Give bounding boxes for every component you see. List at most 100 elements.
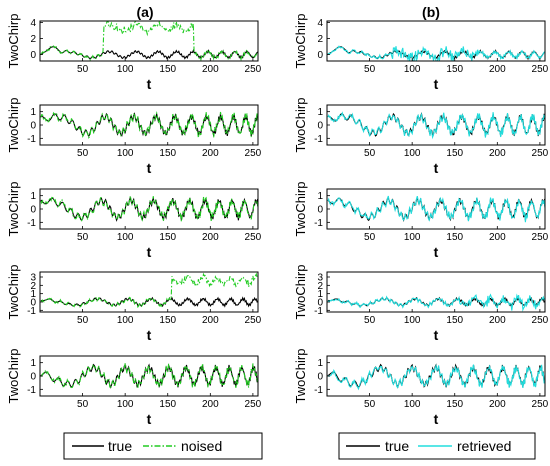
- y-tick-label: 1: [317, 191, 323, 202]
- x-tick-label: 150: [446, 232, 463, 243]
- x-tick-label: 200: [202, 232, 219, 243]
- y-tick-label: 0: [317, 372, 323, 383]
- y-tick-label: -1: [314, 134, 323, 145]
- x-tick-label: 50: [77, 148, 89, 159]
- series-retrieved-line: [327, 293, 545, 312]
- y-tick-label: 0: [317, 121, 323, 132]
- y-tick-label: 1: [317, 358, 323, 369]
- y-tick-label: 2: [317, 34, 323, 45]
- y-tick-label: -1: [27, 218, 36, 229]
- legend-left: true noised: [63, 432, 263, 460]
- x-tick-label: 100: [404, 232, 421, 243]
- x-tick-label: 250: [532, 64, 549, 75]
- y-axis-label: TwoChirp: [6, 14, 21, 69]
- subplot-b-3: 50 100 150 200 250 -1 0 1 t TwoChirp: [293, 182, 549, 260]
- x-axis-label: t: [147, 244, 152, 260]
- x-tick-label: 50: [77, 399, 89, 410]
- y-tick-label: 0: [30, 298, 36, 309]
- x-tick-label: 200: [202, 64, 219, 75]
- x-tick-label: 250: [245, 315, 262, 326]
- x-tick-label: 50: [77, 315, 89, 326]
- y-tick-label: 2: [317, 281, 323, 292]
- x-axis-label: t: [147, 411, 152, 427]
- x-tick-label: 250: [532, 399, 549, 410]
- x-tick-label: 100: [404, 315, 421, 326]
- y-tick-label: 3: [30, 273, 36, 284]
- y-tick-label: 0: [317, 50, 323, 61]
- x-tick-label: 50: [364, 148, 376, 159]
- series-noised-line: [40, 195, 258, 222]
- panel-title-b: (b): [422, 4, 440, 20]
- legend-retrieved-label: retrieved: [457, 438, 511, 454]
- x-tick-label: 100: [117, 315, 134, 326]
- x-tick-label: 150: [446, 399, 463, 410]
- x-tick-label: 250: [532, 315, 549, 326]
- y-tick-label: 0: [30, 50, 36, 61]
- y-tick-label: -1: [27, 134, 36, 145]
- series-retrieved-line: [327, 195, 545, 223]
- y-tick-label: 0: [30, 121, 36, 132]
- series-noised-line: [40, 363, 258, 390]
- x-axis-label: t: [147, 76, 152, 92]
- y-axis-label: TwoChirp: [6, 265, 21, 320]
- x-axis-label: t: [147, 327, 152, 343]
- axes-frame: [39, 271, 259, 313]
- x-axis-label: t: [147, 160, 152, 176]
- y-tick-label: 1: [30, 358, 36, 369]
- y-axis-label: TwoChirp: [293, 349, 308, 404]
- x-tick-label: 250: [245, 399, 262, 410]
- y-tick-label: -1: [27, 385, 36, 396]
- x-tick-label: 100: [117, 148, 134, 159]
- y-tick-label: 4: [317, 18, 323, 29]
- y-tick-label: 1: [30, 107, 36, 118]
- x-tick-label: 50: [77, 232, 89, 243]
- y-tick-label: -1: [27, 306, 36, 317]
- subplot-a-3: 50 100 150 200 250 -1 0 1 t TwoChirp: [6, 182, 262, 260]
- x-tick-label: 150: [159, 148, 176, 159]
- y-tick-label: 0: [30, 205, 36, 216]
- y-axis-label: TwoChirp: [6, 182, 21, 237]
- y-tick-label: 0: [317, 205, 323, 216]
- x-tick-label: 200: [489, 64, 506, 75]
- x-tick-label: 100: [117, 399, 134, 410]
- y-tick-label: 4: [30, 18, 36, 29]
- x-tick-label: 100: [117, 64, 134, 75]
- x-axis-label: t: [434, 244, 439, 260]
- y-axis-label: TwoChirp: [293, 14, 308, 69]
- axes-frame: [39, 20, 259, 62]
- x-tick-label: 250: [245, 232, 262, 243]
- x-tick-label: 150: [159, 232, 176, 243]
- series-noised-line: [40, 21, 258, 61]
- x-tick-label: 150: [446, 315, 463, 326]
- y-tick-label: -1: [314, 218, 323, 229]
- panel-title-a: (a): [136, 4, 153, 20]
- x-axis-label: t: [434, 76, 439, 92]
- y-tick-label: -1: [314, 306, 323, 317]
- series-noised-line: [40, 272, 258, 309]
- axes-frame: [326, 271, 546, 313]
- y-tick-label: 3: [317, 273, 323, 284]
- y-tick-label: 2: [30, 281, 36, 292]
- subplot-b-1: 50 100 150 200 250 0 2 4 t TwoChirp: [293, 14, 549, 92]
- x-tick-label: 50: [77, 64, 89, 75]
- x-axis-label: t: [434, 160, 439, 176]
- x-tick-label: 200: [489, 399, 506, 410]
- legend-right: true retrieved: [338, 432, 536, 460]
- series-retrieved-line: [327, 111, 545, 140]
- subplot-a-1: 50 100 150 200 250 0 2 4 t TwoChirp: [6, 14, 262, 92]
- x-tick-label: 200: [489, 232, 506, 243]
- x-tick-label: 250: [245, 64, 262, 75]
- y-axis-label: TwoChirp: [6, 98, 21, 153]
- x-tick-label: 250: [245, 148, 262, 159]
- axes-frame: [326, 104, 546, 146]
- x-tick-label: 50: [364, 399, 376, 410]
- x-tick-label: 150: [159, 315, 176, 326]
- y-tick-label: 1: [30, 191, 36, 202]
- x-tick-label: 250: [532, 232, 549, 243]
- y-tick-label: 2: [30, 34, 36, 45]
- x-tick-label: 150: [159, 399, 176, 410]
- x-tick-label: 150: [446, 148, 463, 159]
- y-axis-label: TwoChirp: [293, 98, 308, 153]
